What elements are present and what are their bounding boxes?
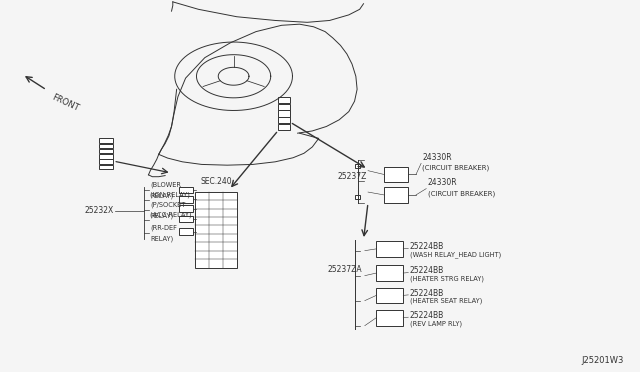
Text: (P/SOCKET: (P/SOCKET bbox=[150, 201, 186, 208]
Bar bbox=[179, 205, 193, 212]
Bar bbox=[179, 187, 193, 193]
Bar bbox=[384, 167, 408, 182]
Text: 25224BB: 25224BB bbox=[410, 242, 444, 251]
Text: RELAY): RELAY) bbox=[150, 235, 173, 242]
Text: (BLOWER: (BLOWER bbox=[150, 182, 181, 188]
Text: J25201W3: J25201W3 bbox=[582, 356, 624, 365]
Text: 25237ZA: 25237ZA bbox=[328, 265, 362, 274]
Bar bbox=[376, 241, 403, 257]
Text: (HEATER STRG RELAY): (HEATER STRG RELAY) bbox=[410, 276, 484, 282]
Text: (CIRCUIT BREAKER): (CIRCUIT BREAKER) bbox=[422, 165, 490, 171]
Text: 24330R: 24330R bbox=[422, 153, 452, 162]
Text: (HEATER SEAT RELAY): (HEATER SEAT RELAY) bbox=[410, 298, 482, 304]
Text: 24330R: 24330R bbox=[428, 178, 457, 187]
Text: SEC.240: SEC.240 bbox=[200, 177, 232, 186]
Bar bbox=[278, 110, 290, 116]
Bar bbox=[195, 192, 237, 268]
Bar bbox=[278, 117, 290, 124]
Bar bbox=[99, 144, 113, 148]
Text: (IGN RELAY): (IGN RELAY) bbox=[150, 192, 190, 198]
Bar bbox=[179, 196, 193, 203]
Text: (RR-DEF: (RR-DEF bbox=[150, 225, 177, 231]
Bar bbox=[179, 216, 193, 222]
Text: 25224BB: 25224BB bbox=[410, 266, 444, 275]
Bar bbox=[355, 164, 360, 168]
Bar bbox=[99, 138, 113, 143]
Text: (REV LAMP RLY): (REV LAMP RLY) bbox=[410, 320, 461, 327]
Bar bbox=[376, 265, 403, 281]
Text: FRONT: FRONT bbox=[50, 92, 80, 113]
Bar bbox=[278, 124, 290, 130]
Text: RELAY): RELAY) bbox=[150, 192, 173, 199]
Text: 25232X: 25232X bbox=[84, 206, 114, 215]
Bar bbox=[99, 159, 113, 164]
Bar bbox=[278, 104, 290, 110]
Bar bbox=[376, 310, 403, 326]
Text: RELAY): RELAY) bbox=[150, 212, 173, 218]
Text: (WASH RELAY_HEAD LIGHT): (WASH RELAY_HEAD LIGHT) bbox=[410, 251, 501, 258]
Bar bbox=[179, 228, 193, 235]
Text: (CIRCUIT BREAKER): (CIRCUIT BREAKER) bbox=[428, 190, 495, 196]
Text: (ACC RELAY): (ACC RELAY) bbox=[150, 212, 192, 218]
Bar bbox=[278, 97, 290, 103]
Bar bbox=[384, 187, 408, 203]
Bar bbox=[99, 154, 113, 159]
Text: 25237Z: 25237Z bbox=[338, 172, 367, 181]
Bar bbox=[99, 149, 113, 153]
Text: 25224BB: 25224BB bbox=[410, 311, 444, 320]
Bar bbox=[355, 195, 360, 199]
Text: 25224BB: 25224BB bbox=[410, 289, 444, 298]
Bar bbox=[376, 288, 403, 303]
Bar bbox=[99, 165, 113, 169]
